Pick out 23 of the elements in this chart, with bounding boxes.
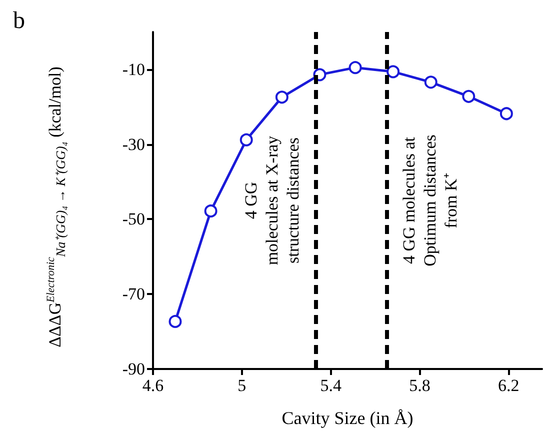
point <box>168 314 182 328</box>
point <box>500 107 513 120</box>
x-tick-label: 4.6 <box>142 376 164 395</box>
point <box>275 90 288 104</box>
point <box>348 61 362 74</box>
x-tick-label: 5 <box>238 376 246 395</box>
y-tick-label: -50 <box>122 210 145 229</box>
y-tick-label: -10 <box>122 60 145 79</box>
ref-line-label: 4 GG molecules at X-ray structure distances <box>241 135 302 266</box>
point <box>240 133 253 146</box>
point <box>386 65 400 78</box>
x-axis-title: Cavity Size (in Å) <box>282 408 414 428</box>
point <box>462 90 476 103</box>
point <box>204 204 218 218</box>
y-tick-label: -30 <box>122 134 145 154</box>
point <box>424 76 438 89</box>
x-tick-label: 5.8 <box>409 376 430 395</box>
chart-title: b <box>13 8 25 34</box>
y-tick-label: -90 <box>122 360 145 378</box>
y-tick-label: -70 <box>122 284 145 304</box>
x-tick-label: 6.2 <box>498 376 520 395</box>
x-tick-label: 5.4 <box>320 376 342 395</box>
ref-line-label: 4 GG molecules at Optimum distances from K⁺ <box>399 134 460 266</box>
